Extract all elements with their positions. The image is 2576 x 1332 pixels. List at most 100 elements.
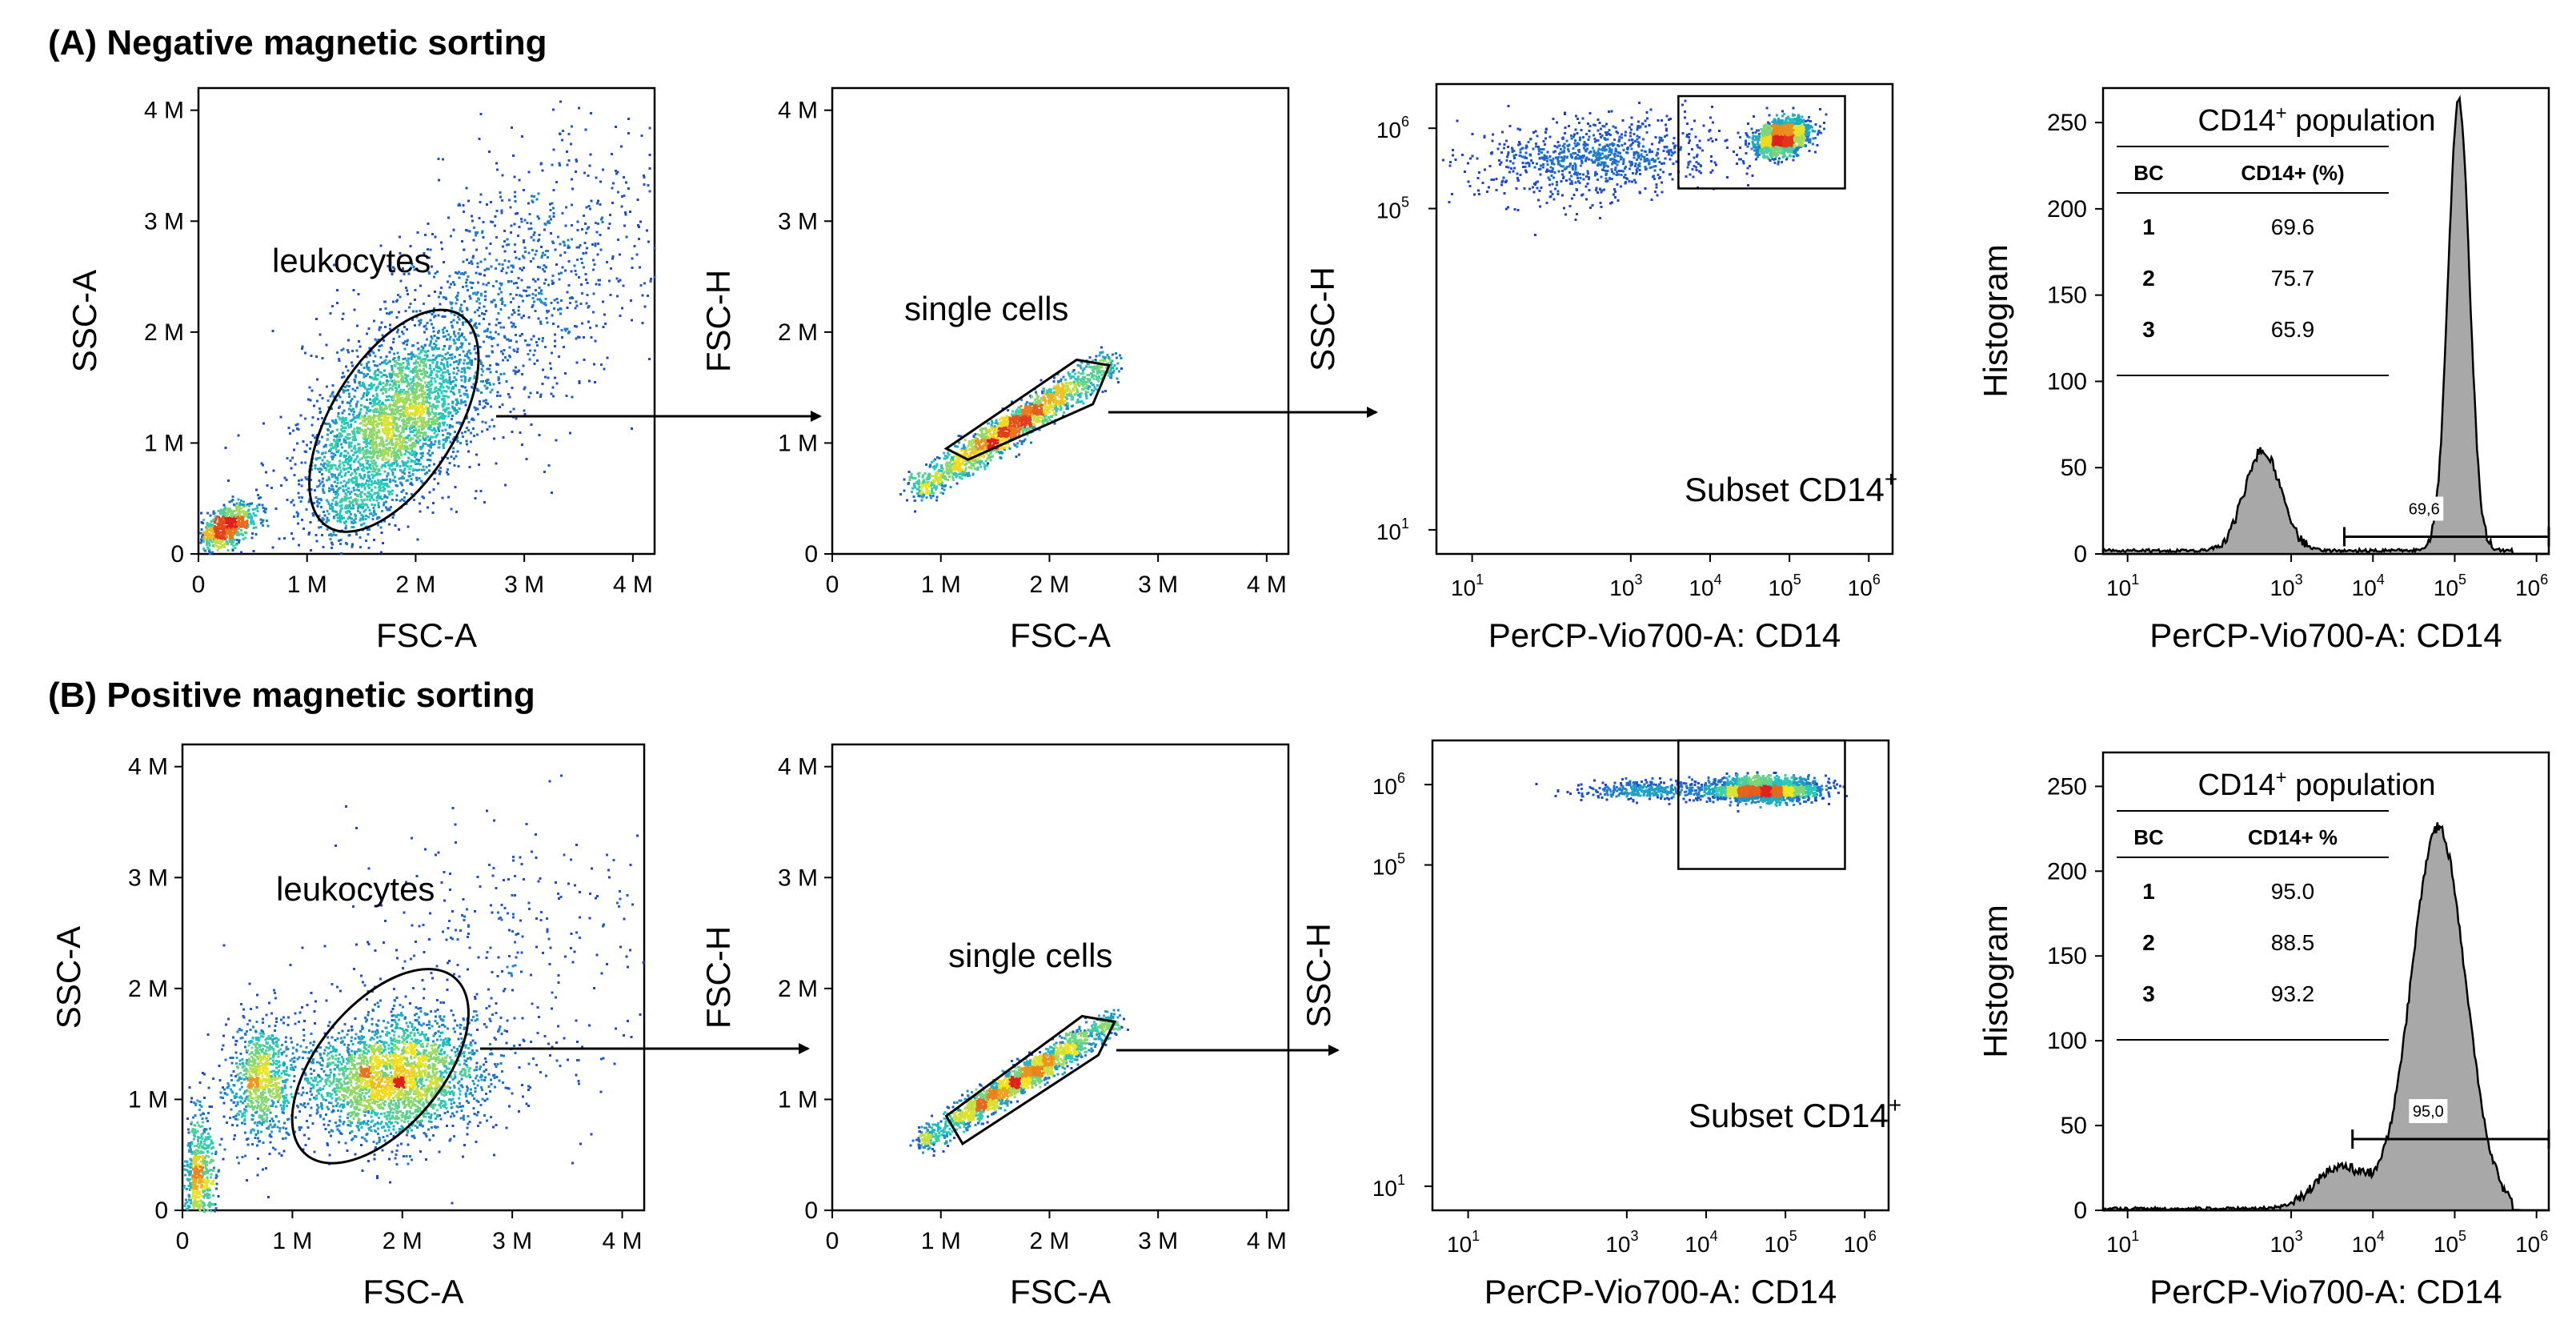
- scatter-point: [435, 440, 437, 443]
- scatter-point: [392, 371, 395, 373]
- scatter-point: [407, 353, 410, 355]
- scatter-point: [377, 386, 379, 388]
- scatter-point: [383, 487, 386, 490]
- scatter-point: [350, 474, 352, 476]
- scatter-point: [452, 387, 455, 389]
- scatter-point: [531, 200, 533, 203]
- scatter-point: [425, 375, 427, 378]
- scatter-point: [337, 412, 339, 415]
- scatter-point: [433, 427, 435, 429]
- scatter-point: [387, 399, 390, 401]
- scatter-point: [597, 243, 599, 245]
- scatter-point: [438, 179, 440, 182]
- scatter-point: [1082, 372, 1084, 375]
- scatter-point: [473, 435, 475, 437]
- scatter-point: [393, 402, 395, 404]
- scatter-point: [384, 479, 387, 481]
- scatter-point: [1063, 411, 1065, 414]
- scatter-point: [435, 346, 437, 348]
- y-tick-label: 0: [170, 541, 184, 568]
- scatter-point: [383, 382, 385, 384]
- scatter-point: [571, 188, 574, 191]
- scatter-point: [552, 323, 555, 325]
- scatter-point: [419, 396, 421, 399]
- scatter-point: [370, 387, 372, 389]
- scatter-point: [355, 477, 358, 479]
- scatter-point: [538, 434, 540, 436]
- scatter-point: [410, 303, 412, 305]
- scatter-point: [225, 535, 227, 537]
- scatter-point: [498, 293, 500, 295]
- scatter-point: [602, 300, 604, 303]
- scatter-point: [385, 307, 387, 310]
- x-tick-label: 2 M: [395, 572, 435, 598]
- scatter-point: [355, 376, 357, 379]
- scatter-point: [406, 462, 408, 464]
- scatter-point: [422, 435, 424, 437]
- scatter-point: [339, 512, 341, 514]
- scatter-point: [342, 419, 344, 422]
- scatter-point: [561, 267, 563, 269]
- scatter-point: [648, 167, 651, 170]
- scatter-point: [213, 536, 215, 539]
- scatter-point: [349, 534, 351, 536]
- scatter-point: [374, 399, 376, 401]
- scatter-point: [403, 472, 406, 475]
- scatter-point: [310, 441, 312, 443]
- scatter-point: [500, 291, 503, 293]
- scatter-point: [388, 373, 391, 375]
- scatter-point: [363, 441, 365, 443]
- scatter-point: [415, 289, 417, 291]
- scatter-point: [449, 286, 451, 288]
- scatter-point: [359, 512, 362, 514]
- scatter-point: [398, 456, 400, 459]
- scatter-point: [451, 418, 453, 420]
- scatter-point: [926, 496, 928, 499]
- scatter-point: [578, 247, 580, 249]
- scatter-point: [383, 420, 385, 423]
- scatter-point: [424, 234, 427, 236]
- scatter-point: [217, 510, 219, 512]
- scatter-point: [427, 444, 429, 447]
- scatter-point: [422, 390, 424, 392]
- scatter-point: [351, 543, 354, 545]
- scatter-point: [560, 299, 563, 302]
- scatter-point: [366, 395, 368, 397]
- scatter-point: [487, 428, 489, 431]
- scatter-point: [467, 275, 470, 278]
- scatter-point: [336, 496, 339, 499]
- scatter-point: [483, 305, 486, 307]
- scatter-point: [342, 401, 344, 403]
- scatter-point: [414, 398, 416, 400]
- scatter-point: [603, 314, 606, 316]
- scatter-point: [245, 514, 247, 516]
- scatter-point: [416, 361, 419, 363]
- scatter-point: [447, 457, 449, 459]
- scatter-point: [554, 377, 556, 379]
- scatter-point: [410, 418, 412, 420]
- scatter-point: [361, 524, 363, 526]
- scatter-point: [483, 269, 486, 271]
- scatter-point: [237, 434, 239, 436]
- scatter-point: [332, 510, 335, 512]
- scatter-point: [332, 500, 335, 502]
- scatter-point: [345, 542, 347, 544]
- scatter-point: [427, 411, 429, 413]
- scatter-point: [553, 212, 555, 215]
- scatter-point: [515, 373, 517, 375]
- scatter-point: [272, 330, 274, 332]
- scatter-point: [516, 347, 519, 350]
- scatter-point: [459, 359, 462, 361]
- scatter-point: [502, 359, 504, 361]
- scatter-point: [385, 462, 387, 464]
- scatter-point: [250, 516, 252, 519]
- scatter-point: [319, 333, 322, 335]
- scatter-point: [447, 364, 449, 367]
- scatter-point: [359, 346, 362, 348]
- scatter-point: [483, 313, 486, 315]
- scatter-point: [380, 444, 383, 447]
- scatter-point: [528, 171, 531, 174]
- scatter-point: [365, 515, 367, 517]
- scatter-point: [521, 279, 523, 282]
- scatter-point: [533, 195, 535, 198]
